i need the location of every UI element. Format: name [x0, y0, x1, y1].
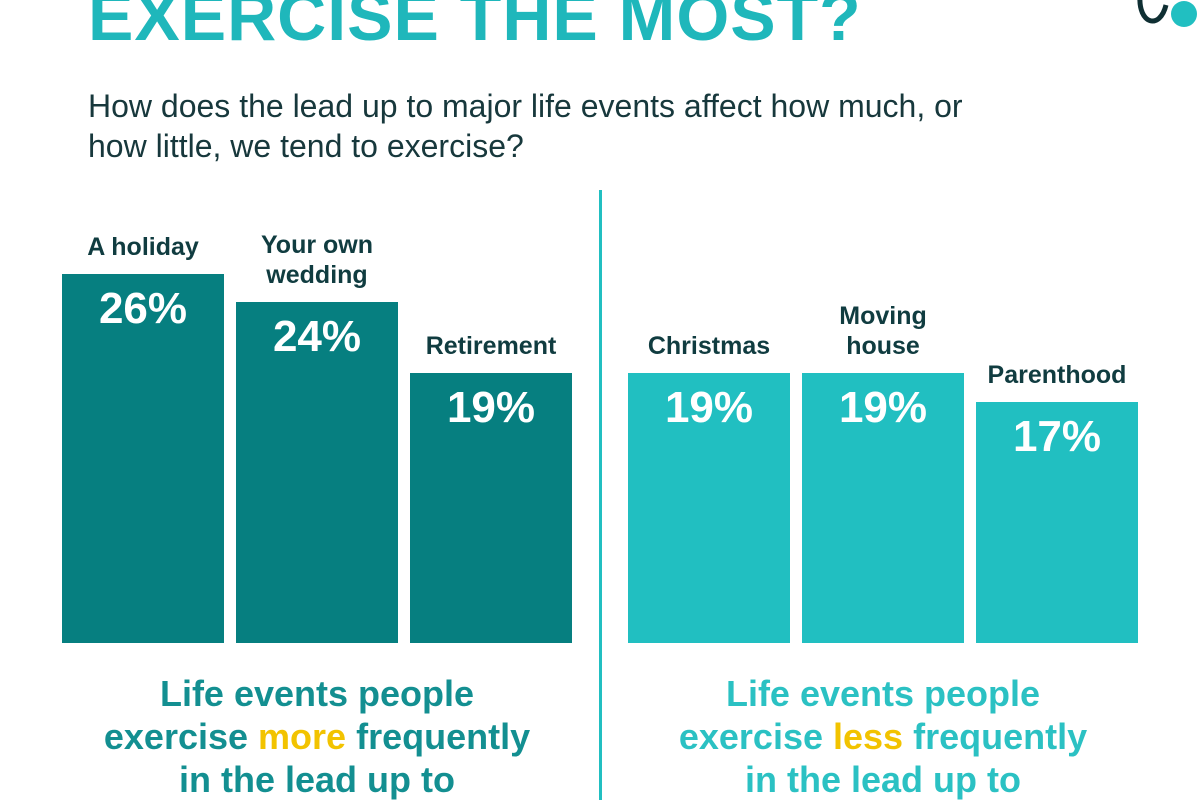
title: EXERCISE THE MOST?: [88, 0, 862, 55]
category-label: Your own wedding: [260, 231, 374, 290]
category-label: Parenthood: [987, 360, 1127, 389]
logo-stroke: [1137, 0, 1169, 24]
value-label: 26%: [98, 284, 188, 333]
caption-line: in the lead up to: [745, 759, 1021, 800]
bar: [236, 302, 398, 643]
caption-text: exercise: [103, 716, 249, 757]
value-label: 19%: [838, 383, 928, 433]
bar: [976, 401, 1138, 643]
caption-text: frequently: [913, 716, 1088, 757]
bar: [62, 274, 224, 643]
bar: [410, 373, 572, 643]
caption-highlight: less: [833, 716, 904, 757]
caption-line: Life events people: [725, 673, 1041, 714]
caption-highlight: more: [258, 716, 347, 757]
divider: [599, 190, 602, 800]
caption-text: exercise: [678, 716, 823, 757]
value-label: 19%: [664, 383, 754, 433]
caption: Life events people exercise more frequent…: [37, 672, 597, 801]
caption: Life events people exercise less frequent…: [603, 672, 1163, 801]
category-label: Christmas: [647, 332, 771, 361]
bar: [628, 373, 790, 643]
caption-line: Life events people: [159, 673, 475, 714]
caption-line: in the lead up to: [179, 759, 455, 800]
value-label: 24%: [272, 312, 362, 362]
category-label: A holiday: [87, 233, 199, 261]
subtitle: How does the lead up to major life event…: [88, 88, 963, 164]
caption-text: frequently: [356, 716, 531, 757]
value-label: 17%: [1012, 411, 1102, 461]
category-label: Moving house: [839, 302, 927, 361]
value-label: 19%: [446, 383, 536, 433]
bar: [802, 373, 964, 643]
logo: [1137, 0, 1197, 27]
logo-dot: [1171, 1, 1197, 27]
category-label: Retirement: [425, 332, 557, 361]
